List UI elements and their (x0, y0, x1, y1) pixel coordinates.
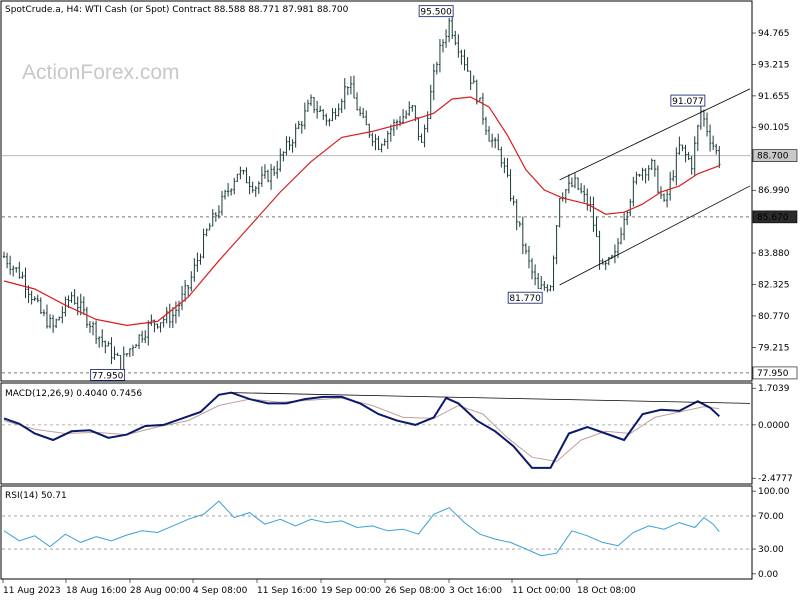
y-tag-6 (752, 210, 798, 224)
low-callout-a-box (90, 369, 126, 381)
macd-line (3, 391, 720, 469)
x-tick-label-9: 18 Oct 08:00 (577, 586, 636, 596)
rsi-label: RSI(14) 50.71 (5, 491, 67, 501)
y-tag-text-4: 88.700 (757, 152, 789, 162)
recent-high-callout-text: 91.077 (672, 97, 704, 107)
x-tick-label-8: 11 Oct 00:00 (512, 586, 571, 596)
y-tick-label-5: 86.990 (758, 186, 790, 196)
rsi-lines (2, 500, 752, 557)
macd-y-label-0: 1.7039 (758, 384, 790, 394)
macd-lines (2, 391, 752, 469)
rsi-y-label-3: 0.00 (758, 570, 778, 580)
macd-trendline (231, 392, 751, 404)
x-tick-label-7: 3 Oct 16:00 (449, 586, 502, 596)
rsi-panel-frame (0, 485, 753, 580)
macd-y-axis: 1.7039 0.0000 -2.4777 (752, 384, 793, 484)
symbol-header: SpotCrude.a, H4: WTI Cash (or Spot) Cont… (5, 5, 349, 15)
y-tick-label-9: 80.770 (758, 312, 790, 322)
y-tag-text-6: 85.670 (757, 213, 789, 223)
channel-upper (559, 88, 751, 181)
low-callout-b-box (507, 291, 543, 304)
y-tag-4 (752, 149, 798, 162)
x-tick-label-4: 11 Sep 16:00 (257, 586, 317, 596)
macd-panel-frame (0, 382, 753, 485)
y-tick-label-1: 93.215 (758, 60, 790, 70)
macd-y-label-2: -2.4777 (758, 474, 793, 484)
x-tick-label-2: 28 Aug 00:00 (130, 586, 191, 596)
x-axis: 11 Aug 2023 18 Aug 16:00 28 Aug 00:00 4 Sep… (2, 579, 636, 596)
x-tick-label-5: 19 Sep 00:00 (321, 586, 381, 596)
watermark: ActionForex.com (22, 61, 180, 84)
channel-lower (559, 185, 751, 286)
ma-line (3, 96, 720, 327)
rsi-line (3, 500, 720, 557)
y-tick-label-10: 79.215 (758, 343, 790, 353)
candles (2, 16, 721, 375)
y-tick-label-3: 90.105 (758, 123, 790, 133)
low-callout-a-text: 77.950 (92, 371, 124, 381)
price-callouts: 95.500 77.950 81.770 91.077 (90, 5, 706, 381)
y-tag-text-11: 77.950 (757, 369, 789, 379)
x-tick-label-1: 18 Aug 16:00 (66, 586, 127, 596)
macd-y-label-1: 0.0000 (758, 421, 790, 431)
high-callout-text: 95.500 (420, 8, 452, 18)
y-tag-11 (752, 366, 798, 380)
high-callout-box (418, 5, 454, 18)
x-tick-label-0: 11 Aug 2023 (3, 586, 61, 596)
y-tick-label-2: 91.655 (758, 92, 790, 102)
rsi-y-axis: 100.00 70.00 30.00 0.00 (752, 487, 790, 580)
moving-average (3, 96, 720, 327)
y-tick-label-7: 83.880 (758, 249, 790, 259)
y-tick-label-8: 82.325 (758, 280, 790, 290)
rsi-y-label-0: 100.00 (758, 487, 790, 497)
macd-signal-line (3, 397, 720, 463)
panel-frames (0, 0, 753, 580)
rsi-y-label-1: 70.00 (758, 512, 784, 522)
macd-label: MACD(12,26,9) 0.4040 0.7456 (5, 389, 142, 399)
y-tick-label-0: 94.765 (758, 29, 790, 39)
x-tick-label-3: 4 Sep 08:00 (193, 586, 248, 596)
main-y-axis: 94.765 93.215 91.655 90.105 88.700 86.990 85.6… (752, 29, 798, 380)
main-level-lines (2, 155, 752, 374)
main-panel-frame (0, 0, 753, 382)
rsi-y-label-2: 30.00 (758, 545, 784, 555)
recent-high-callout-box (670, 94, 706, 107)
low-callout-b-text: 81.770 (509, 294, 541, 304)
trend-channel (559, 88, 751, 286)
x-tick-label-6: 26 Sep 08:00 (385, 586, 445, 596)
